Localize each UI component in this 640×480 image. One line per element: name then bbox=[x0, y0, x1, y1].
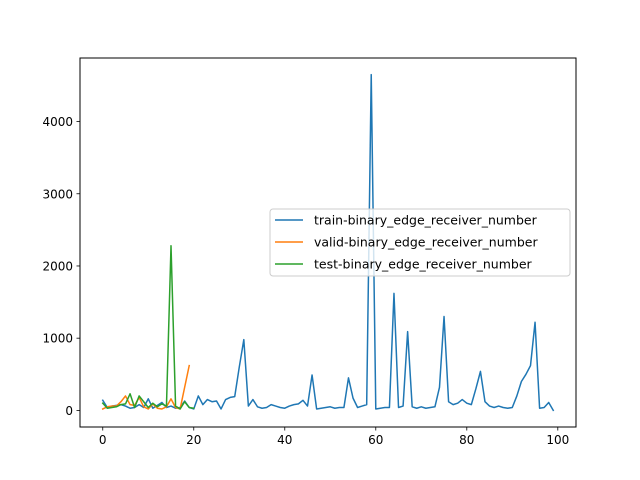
y-axis: 0 1000 2000 3000 4000 bbox=[42, 115, 80, 418]
legend-box bbox=[269, 208, 571, 277]
y-tick-label: 0 bbox=[65, 404, 73, 418]
x-tick-label: 20 bbox=[186, 433, 201, 447]
y-tick-label: 3000 bbox=[42, 187, 73, 201]
plot-lines bbox=[101, 73, 555, 412]
x-tick-label: 100 bbox=[546, 433, 569, 447]
y-tick-label: 4000 bbox=[42, 115, 73, 129]
legend-label-1: valid-binary_edge_receiver_number bbox=[314, 235, 538, 250]
plot-frame bbox=[79, 57, 577, 428]
legend-label-2: test-binary_edge_receiver_number bbox=[314, 257, 533, 272]
legend-label-0: train-binary_edge_receiver_number bbox=[314, 213, 538, 228]
y-tick-label: 1000 bbox=[42, 332, 73, 346]
x-tick-label: 80 bbox=[459, 433, 474, 447]
y-tick-label: 2000 bbox=[42, 259, 73, 273]
x-tick-label: 0 bbox=[99, 433, 107, 447]
x-tick-label: 40 bbox=[277, 433, 292, 447]
series-line-1 bbox=[101, 364, 191, 410]
x-tick-label: 60 bbox=[368, 433, 383, 447]
x-axis: 0 20 40 60 80 100 bbox=[99, 427, 569, 447]
series-line-2 bbox=[101, 245, 195, 410]
legend: train-binary_edge_receiver_number valid-b… bbox=[269, 208, 571, 277]
